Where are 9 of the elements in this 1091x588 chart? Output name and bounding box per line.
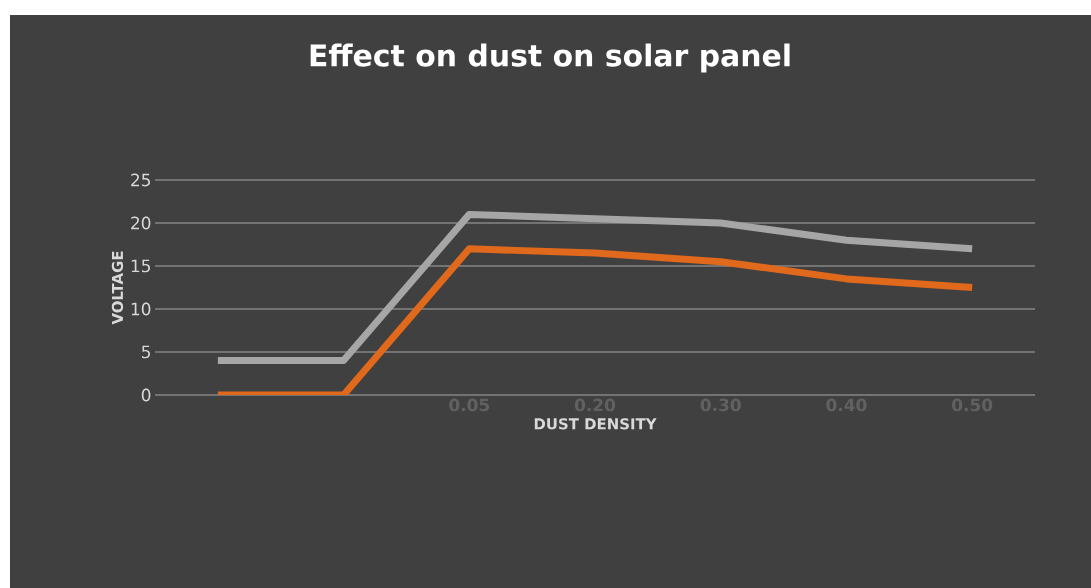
- y-tick-label: 25: [131, 173, 150, 187]
- chart-title: Effect on dust on solar panel: [310, 43, 790, 73]
- y-tick-label: 10: [131, 302, 151, 316]
- y-axis-title: VOLTAGE: [111, 251, 124, 325]
- y-tick-label: 0: [141, 388, 151, 402]
- y-tick-label: 20: [131, 216, 151, 230]
- y-tick-label: 15: [131, 259, 150, 273]
- y-tick-label: 5: [142, 345, 150, 359]
- x-axis-title: DUST DENSITY: [534, 418, 657, 430]
